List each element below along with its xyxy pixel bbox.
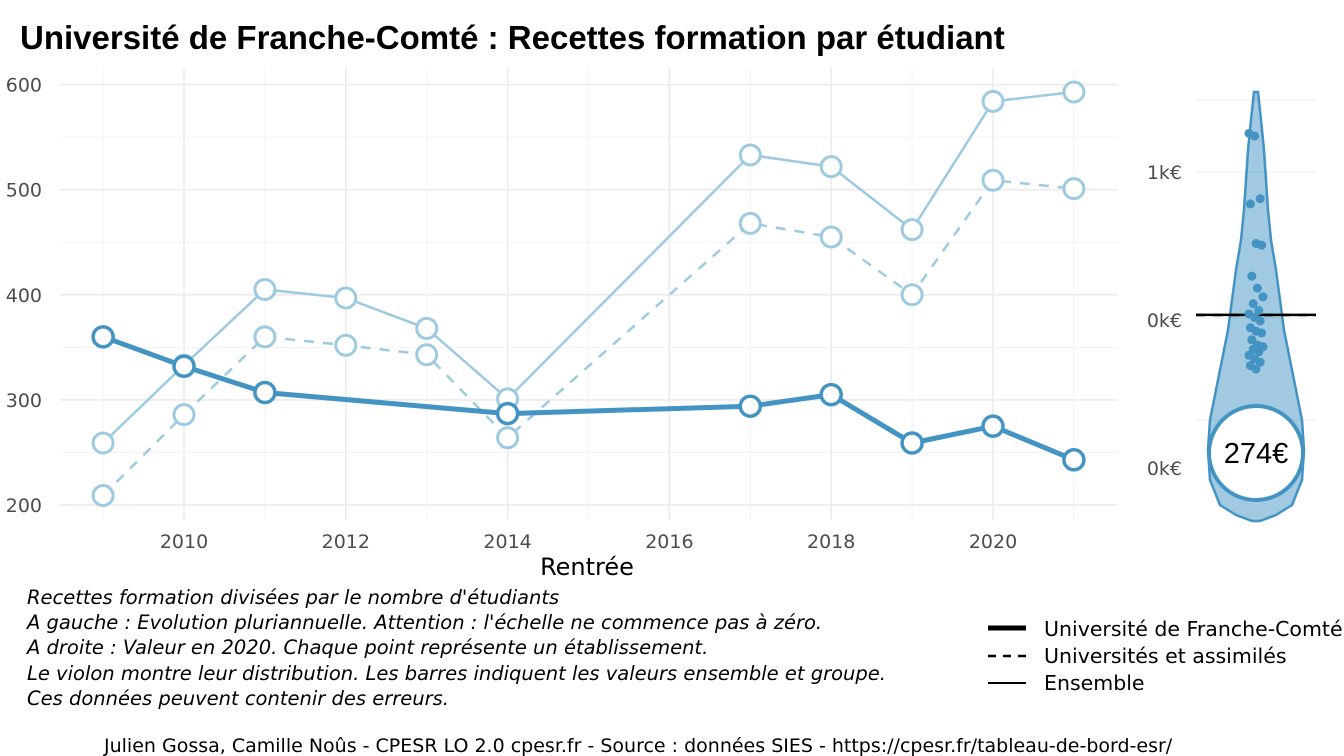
series-point	[253, 380, 277, 405]
institution-point	[1254, 306, 1264, 316]
y-tick-label: 600	[6, 75, 42, 97]
series-point	[172, 403, 196, 427]
violin-ticks: 1k€ 0k€ 0k€	[1147, 162, 1182, 480]
y-tick-label: 500	[6, 180, 42, 202]
institution-point	[1257, 328, 1267, 338]
highlight-value-badge	[1207, 404, 1305, 502]
x-tick-label: 2016	[645, 531, 693, 553]
violin-tick-label: 1k€	[1147, 162, 1182, 184]
legend-label: Université de Franche-Comté	[1044, 617, 1343, 641]
series-point	[91, 431, 115, 455]
institution-point	[1255, 194, 1265, 204]
chart-title: Université de Franche-Comté : Recettes f…	[20, 19, 1005, 56]
series-point	[900, 218, 924, 242]
source-caption: Julien Gossa, Camille Noûs - CPESR LO 2.…	[103, 735, 1173, 756]
chart-notes: Recettes formation divisées par le nombr…	[25, 586, 886, 710]
x-axis-title: Rentrée	[540, 553, 634, 581]
x-tick-label: 2020	[969, 531, 1017, 553]
institution-point	[1255, 316, 1265, 326]
main-plot-series	[91, 80, 1086, 508]
y-tick-label: 300	[6, 390, 42, 412]
institution-point	[1258, 292, 1268, 302]
violin-tick-label: 0k€	[1147, 458, 1182, 480]
series-point	[981, 89, 1005, 113]
institution-point	[1254, 347, 1264, 357]
series-point	[981, 414, 1005, 438]
institution-point	[1245, 199, 1255, 209]
x-tick-label: 2014	[483, 531, 531, 553]
violin-tick-label: 0k€	[1147, 310, 1182, 332]
series-point	[1062, 448, 1086, 472]
series-point	[496, 426, 520, 450]
series-point	[172, 354, 196, 379]
series-point	[1062, 177, 1086, 201]
series-point	[253, 325, 277, 349]
series-point	[819, 225, 843, 249]
institution-point	[1252, 283, 1262, 293]
institution-point	[1248, 299, 1258, 309]
note-line: Recettes formation divisées par le nombr…	[27, 586, 559, 609]
series-point	[253, 278, 277, 302]
series-point	[91, 484, 115, 508]
legend: Université de Franche-Comté Universités …	[988, 617, 1343, 695]
institution-point	[1251, 364, 1261, 374]
legend-label: Universités et assimilés	[1044, 644, 1287, 668]
series-point	[495, 401, 520, 426]
series-point	[900, 431, 924, 455]
series-point	[981, 168, 1005, 192]
institution-point	[1255, 357, 1265, 367]
series-point	[91, 325, 115, 349]
note-line: A droite : Valeur en 2020. Chaque point …	[25, 636, 708, 659]
violin-plot: 274€	[1196, 90, 1316, 523]
y-tick-label: 400	[6, 285, 42, 307]
legend-label: Ensemble	[1044, 671, 1145, 695]
note-line: Ces données peuvent contenir des erreurs…	[27, 687, 449, 710]
x-tick-label: 2010	[160, 531, 208, 553]
series-point	[738, 143, 762, 167]
series-point	[415, 343, 439, 367]
highlight-value-label: 274€	[1224, 438, 1289, 470]
note-line: A gauche : Evolution pluriannuelle. Atte…	[25, 611, 822, 634]
series-point	[738, 211, 762, 235]
series-point	[1062, 80, 1086, 104]
series-point	[334, 333, 358, 357]
main-plot-grid	[60, 68, 1118, 520]
institution-point	[1250, 131, 1260, 141]
x-tick-label: 2018	[807, 531, 855, 553]
main-plot-ticks: 2010 2012 2014 2016 2018 2020 200 300 400 500 600	[6, 75, 1017, 553]
note-line: Le violon montre leur distribution. Les …	[27, 662, 886, 685]
series-point	[900, 283, 924, 307]
y-tick-label: 200	[6, 495, 42, 517]
series-point	[415, 316, 439, 340]
institution-point	[1257, 240, 1267, 250]
series-point	[819, 155, 843, 179]
series-point	[738, 394, 763, 418]
series-point	[334, 286, 358, 310]
x-tick-label: 2012	[322, 531, 370, 553]
institution-point	[1247, 271, 1257, 281]
series-point	[819, 382, 843, 407]
